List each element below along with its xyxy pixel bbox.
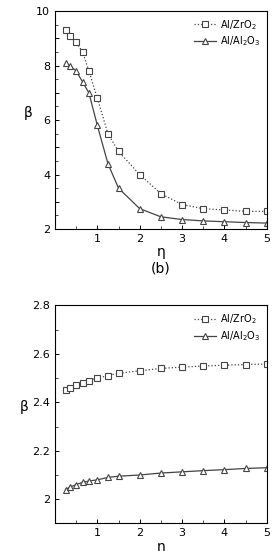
Al/ZrO$_2$ (159, 365, 163, 372)
Al/Al$_2$O$_3$ (87, 89, 90, 96)
Y-axis label: β: β (20, 401, 28, 414)
Al/ZrO$_2$ (244, 361, 247, 368)
Al/Al$_2$O$_3$ (68, 484, 72, 490)
Al/Al$_2$O$_3$ (96, 122, 99, 129)
Al/Al$_2$O$_3$ (117, 185, 120, 192)
Al/Al$_2$O$_3$ (75, 68, 78, 74)
Al/Al$_2$O$_3$ (96, 477, 99, 483)
Al/Al$_2$O$_3$ (265, 464, 268, 471)
Al/Al$_2$O$_3$ (64, 486, 67, 493)
Line: Al/Al$_2$O$_3$: Al/Al$_2$O$_3$ (63, 465, 270, 492)
Al/Al$_2$O$_3$ (138, 206, 141, 212)
Text: (b): (b) (151, 262, 171, 276)
Legend: Al/ZrO$_2$, Al/Al$_2$O$_3$: Al/ZrO$_2$, Al/Al$_2$O$_3$ (192, 310, 262, 345)
Al/ZrO$_2$ (138, 171, 141, 178)
Al/ZrO$_2$ (68, 385, 72, 391)
Al/Al$_2$O$_3$ (223, 466, 226, 473)
Al/ZrO$_2$ (180, 364, 184, 370)
Al/Al$_2$O$_3$ (117, 473, 120, 479)
Al/ZrO$_2$ (138, 368, 141, 374)
Al/Al$_2$O$_3$ (265, 220, 268, 226)
Al/ZrO$_2$ (87, 68, 90, 74)
Al/ZrO$_2$ (223, 362, 226, 369)
Al/Al$_2$O$_3$ (244, 219, 247, 226)
Al/Al$_2$O$_3$ (68, 62, 72, 69)
Al/Al$_2$O$_3$ (64, 60, 67, 66)
Al/Al$_2$O$_3$ (202, 467, 205, 474)
Al/Al$_2$O$_3$ (244, 465, 247, 472)
Al/ZrO$_2$ (96, 375, 99, 381)
Line: Al/ZrO$_2$: Al/ZrO$_2$ (63, 28, 270, 214)
Al/Al$_2$O$_3$ (159, 470, 163, 477)
Al/Al$_2$O$_3$ (202, 218, 205, 224)
Al/ZrO$_2$ (265, 208, 268, 215)
Al/ZrO$_2$ (64, 27, 67, 34)
Al/ZrO$_2$ (106, 372, 109, 379)
Line: Al/Al$_2$O$_3$: Al/Al$_2$O$_3$ (63, 60, 270, 226)
Al/Al$_2$O$_3$ (87, 478, 90, 484)
Al/ZrO$_2$ (202, 206, 205, 212)
Al/Al$_2$O$_3$ (180, 468, 184, 475)
Al/ZrO$_2$ (244, 208, 247, 215)
Al/Al$_2$O$_3$ (106, 474, 109, 480)
Al/ZrO$_2$ (75, 39, 78, 46)
Al/ZrO$_2$ (87, 377, 90, 384)
Line: Al/ZrO$_2$: Al/ZrO$_2$ (63, 361, 270, 393)
Al/ZrO$_2$ (202, 363, 205, 369)
Al/ZrO$_2$ (75, 382, 78, 388)
Al/ZrO$_2$ (223, 207, 226, 213)
Al/ZrO$_2$ (81, 48, 84, 55)
Legend: Al/ZrO$_2$, Al/Al$_2$O$_3$: Al/ZrO$_2$, Al/Al$_2$O$_3$ (192, 16, 262, 50)
Al/Al$_2$O$_3$ (81, 479, 84, 485)
Al/ZrO$_2$ (117, 148, 120, 155)
Al/ZrO$_2$ (96, 95, 99, 101)
X-axis label: η: η (156, 539, 165, 551)
Al/ZrO$_2$ (64, 387, 67, 393)
X-axis label: η: η (156, 245, 165, 260)
Al/Al$_2$O$_3$ (223, 218, 226, 225)
Al/Al$_2$O$_3$ (75, 482, 78, 488)
Al/ZrO$_2$ (81, 380, 84, 386)
Al/Al$_2$O$_3$ (138, 472, 141, 478)
Y-axis label: β: β (23, 106, 32, 120)
Al/ZrO$_2$ (159, 190, 163, 197)
Al/Al$_2$O$_3$ (106, 160, 109, 167)
Al/ZrO$_2$ (117, 370, 120, 376)
Al/ZrO$_2$ (68, 33, 72, 39)
Al/ZrO$_2$ (265, 361, 268, 368)
Al/Al$_2$O$_3$ (81, 79, 84, 85)
Al/Al$_2$O$_3$ (180, 216, 184, 223)
Al/ZrO$_2$ (106, 131, 109, 137)
Al/ZrO$_2$ (180, 201, 184, 208)
Al/Al$_2$O$_3$ (159, 213, 163, 220)
